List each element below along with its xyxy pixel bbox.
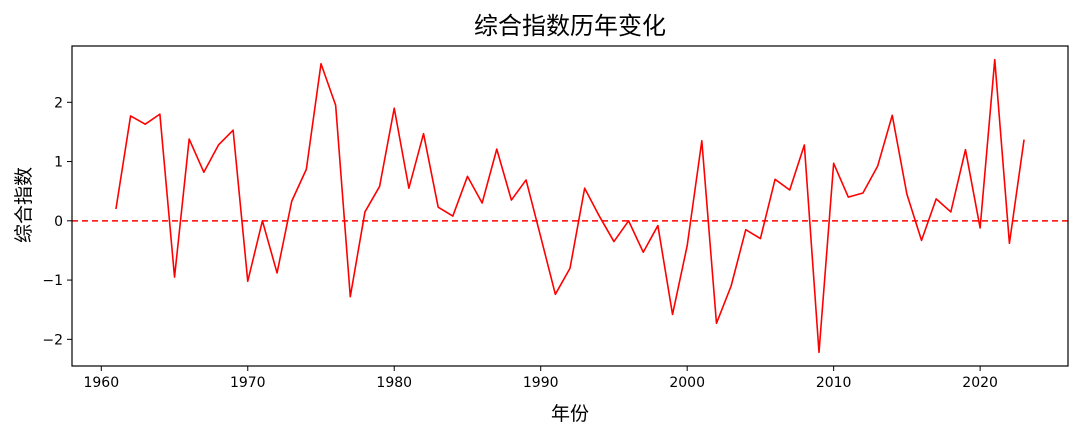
x-axis: 1960 1970 1980 1990 2000 2010 2020	[83, 366, 998, 391]
y-tick-label: −1	[42, 273, 63, 289]
x-tick-label: 2000	[669, 375, 705, 391]
plot-frame	[71, 45, 1069, 367]
x-tick-label: 2020	[962, 375, 998, 391]
x-tick-label: 1980	[376, 375, 412, 391]
y-axis-title: 综合指数	[13, 167, 35, 243]
chart-title: 综合指数历年变化	[474, 12, 666, 40]
y-tick-label: −2	[42, 332, 63, 348]
x-tick-label: 1970	[230, 375, 266, 391]
y-tick-label: 0	[54, 214, 63, 230]
x-axis-title: 年份	[551, 403, 589, 425]
x-tick-label: 1960	[83, 375, 119, 391]
x-tick-label: 2010	[816, 375, 852, 391]
series-line-0	[115, 58, 1025, 354]
y-tick-label: 1	[54, 155, 63, 171]
plot-area	[71, 45, 1069, 367]
y-tick-label: 2	[54, 95, 63, 111]
x-tick-label: 1990	[523, 375, 559, 391]
y-axis: −2 −1 0 1 2	[42, 95, 72, 348]
